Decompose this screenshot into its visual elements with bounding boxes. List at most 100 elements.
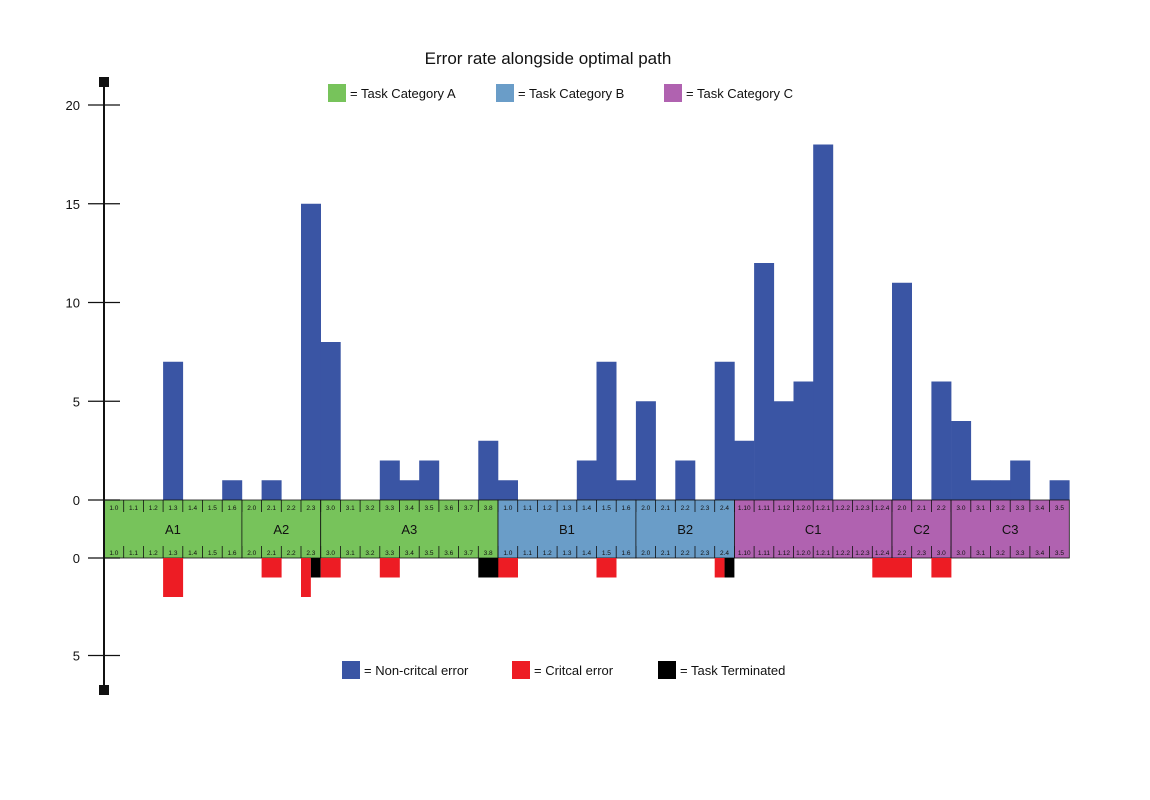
noncritical-bar-15 bbox=[399, 480, 420, 500]
noncritical-bar-11 bbox=[320, 342, 341, 500]
step-label-bottom: 1.12 bbox=[777, 550, 790, 557]
noncritical-bar-42 bbox=[931, 381, 952, 500]
noncritical-bar-19 bbox=[478, 440, 499, 500]
noncritical-bar-45 bbox=[990, 480, 1011, 500]
legend-swatch-noncritical bbox=[342, 661, 360, 679]
step-label-bottom: 1.1 bbox=[523, 550, 532, 557]
step-label-bottom: 2.3 bbox=[306, 550, 315, 557]
step-label-bottom: 1.2 bbox=[149, 550, 158, 557]
step-label-bottom: 3.2 bbox=[365, 550, 374, 557]
step-label-bottom: 1.0 bbox=[503, 550, 512, 557]
step-label-bottom: 1.2.4 bbox=[875, 550, 890, 557]
critical-bar-25 bbox=[596, 558, 617, 578]
step-label-top: 1.2.2 bbox=[836, 505, 851, 512]
step-label-top: 1.3 bbox=[168, 505, 177, 512]
y-tick-label-lower: 0 bbox=[73, 551, 80, 566]
step-label-bottom: 1.2.1 bbox=[816, 550, 831, 557]
group-label-c3: C3 bbox=[1002, 522, 1019, 537]
step-label-top: 3.4 bbox=[1035, 505, 1044, 512]
step-label-bottom: 2.2 bbox=[897, 550, 906, 557]
group-label-a2: A2 bbox=[273, 522, 289, 537]
step-label-bottom: 3.0 bbox=[956, 550, 965, 557]
step-label-top: 3.6 bbox=[444, 505, 453, 512]
step-label-bottom: 1.2.2 bbox=[836, 550, 851, 557]
step-label-bottom: 1.2.0 bbox=[796, 550, 811, 557]
noncritical-bar-44 bbox=[970, 480, 991, 500]
terminated-bar-10 bbox=[310, 558, 321, 578]
step-label-bottom: 1.6 bbox=[622, 550, 631, 557]
noncritical-bar-36 bbox=[813, 144, 834, 500]
step-label-bottom: 3.7 bbox=[464, 550, 473, 557]
step-label-bottom: 1.6 bbox=[228, 550, 237, 557]
step-label-bottom: 3.6 bbox=[444, 550, 453, 557]
legend-label-category-a: = Task Category A bbox=[350, 86, 456, 101]
step-label-top: 2.2 bbox=[287, 505, 296, 512]
y-axis-bottom-cap bbox=[99, 685, 109, 695]
step-label-top: 3.4 bbox=[405, 505, 414, 512]
legend-label-terminated: = Task Terminated bbox=[680, 663, 785, 678]
step-label-bottom: 1.4 bbox=[188, 550, 197, 557]
step-label-bottom: 1.4 bbox=[582, 550, 591, 557]
group-label-b1: B1 bbox=[559, 522, 575, 537]
noncritical-bar-29 bbox=[675, 460, 696, 500]
step-label-top: 1.6 bbox=[228, 505, 237, 512]
noncritical-bar-40 bbox=[892, 282, 912, 500]
step-label-top: 2.0 bbox=[247, 505, 256, 512]
step-label-top: 2.3 bbox=[306, 505, 315, 512]
critical-bars bbox=[163, 558, 952, 597]
noncritical-bar-25 bbox=[596, 361, 617, 500]
step-label-bottom: 1.5 bbox=[208, 550, 217, 557]
step-label-top: 3.0 bbox=[956, 505, 965, 512]
step-label-bottom: 1.5 bbox=[602, 550, 611, 557]
step-label-top: 2.2 bbox=[937, 505, 946, 512]
step-label-top: 1.2 bbox=[149, 505, 158, 512]
step-label-top: 2.4 bbox=[720, 505, 729, 512]
step-label-top: 3.0 bbox=[326, 505, 335, 512]
critical-bar-39 bbox=[872, 558, 893, 578]
step-label-bottom: 3.1 bbox=[976, 550, 985, 557]
band-a1 bbox=[103, 499, 243, 559]
terminated-bar-19 bbox=[478, 558, 499, 578]
step-label-top: 1.12 bbox=[777, 505, 790, 512]
step-label-bottom: 1.3 bbox=[168, 550, 177, 557]
noncritical-bar-34 bbox=[773, 401, 794, 500]
y-tick-label-upper: 0 bbox=[73, 493, 80, 508]
step-label-bottom: 2.1 bbox=[267, 550, 276, 557]
step-label-top: 1.5 bbox=[602, 505, 611, 512]
legend-label-noncritical: = Non-critcal error bbox=[364, 663, 469, 678]
critical-bar-8 bbox=[261, 558, 282, 578]
group-label-c2: C2 bbox=[913, 522, 930, 537]
step-label-top: 3.1 bbox=[976, 505, 985, 512]
legend-swatch-category-a bbox=[328, 84, 346, 102]
step-label-bottom: 1.3 bbox=[562, 550, 571, 557]
terminated-bar-31 bbox=[724, 558, 735, 578]
step-label-top: 2.1 bbox=[917, 505, 926, 512]
step-label-top: 1.3 bbox=[562, 505, 571, 512]
step-label-top: 1.0 bbox=[109, 505, 118, 512]
y-axis: 0 5 10 15 20 0 5 bbox=[66, 77, 120, 695]
step-label-bottom: 3.0 bbox=[326, 550, 335, 557]
noncritical-bar-27 bbox=[635, 401, 656, 500]
step-label-top: 3.7 bbox=[464, 505, 473, 512]
category-legend: = Task Category A = Task Category B = Task… bbox=[328, 84, 793, 102]
error-legend: = Non-critcal error = Critcal error = Task… bbox=[342, 661, 785, 679]
step-label-top: 1.4 bbox=[188, 505, 197, 512]
noncritical-bar-10 bbox=[301, 203, 321, 500]
step-label-top: 1.2.4 bbox=[875, 505, 890, 512]
step-label-bottom: 1.11 bbox=[758, 550, 771, 557]
step-label-top: 1.2.3 bbox=[855, 505, 870, 512]
step-label-top: 2.1 bbox=[661, 505, 670, 512]
legend-swatch-terminated bbox=[658, 661, 676, 679]
step-label-bottom: 2.0 bbox=[641, 550, 650, 557]
noncritical-bar-26 bbox=[616, 480, 637, 500]
step-label-bottom: 3.4 bbox=[1035, 550, 1044, 557]
step-label-bottom: 3.2 bbox=[996, 550, 1005, 557]
step-label-bottom: 1.10 bbox=[738, 550, 751, 557]
noncritical-bar-6 bbox=[222, 480, 243, 500]
group-label-a1: A1 bbox=[165, 522, 181, 537]
noncritical-bar-20 bbox=[498, 480, 518, 500]
group-label-c1: C1 bbox=[805, 522, 822, 537]
noncritical-bar-35 bbox=[793, 381, 814, 500]
group-label-b2: B2 bbox=[677, 522, 693, 537]
